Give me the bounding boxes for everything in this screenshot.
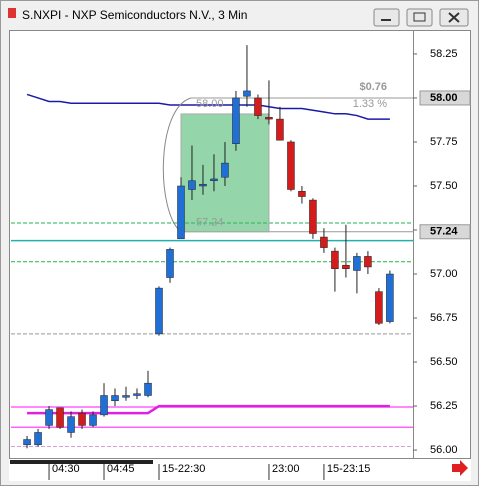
candle-body [320, 236, 328, 248]
candle-body [188, 180, 196, 190]
y-tick-label: 57.00 [430, 268, 458, 280]
window-title: S.NXPI - NXP Semiconductors N.V., 3 Min [22, 8, 247, 22]
candle-body [67, 416, 75, 433]
minimize-button[interactable] [373, 8, 400, 27]
x-tick-label: 15-22:30 [162, 463, 205, 475]
candle-body [276, 118, 284, 141]
candle-body [34, 432, 42, 446]
close-icon [448, 12, 460, 23]
x-tick-label: 15-23:15 [327, 463, 370, 475]
measure-change-pct: 1.33 % [353, 98, 387, 110]
candle-body [155, 287, 163, 335]
candle-body [177, 185, 185, 240]
y-tick-label: 57.75 [430, 136, 458, 148]
x-tick-label: 04:45 [107, 463, 135, 475]
y-tick-label: 58.25 [430, 48, 458, 60]
candle-body [375, 291, 383, 324]
price-marker-label: 57.24 [430, 226, 458, 238]
price-marker-label: 58.00 [430, 92, 458, 104]
candle-body [386, 273, 394, 322]
candle-body [78, 412, 86, 426]
candle-body [287, 141, 295, 190]
y-tick-label: 57.50 [430, 180, 458, 192]
candle-body [45, 409, 53, 426]
y-tick-label: 56.50 [430, 356, 458, 368]
maximize-icon [413, 12, 426, 22]
candle-body [89, 414, 97, 426]
candle-body [364, 256, 372, 268]
indicator-line [27, 404, 390, 415]
y-tick-label: 56.75 [430, 312, 458, 324]
window-icon [8, 8, 16, 18]
candle-body [144, 382, 152, 396]
time-axis [9, 459, 471, 481]
x-tick-label: 23:00 [272, 463, 300, 475]
price-marker [419, 90, 471, 106]
candle-body [111, 395, 119, 402]
candle-body [265, 117, 273, 120]
y-tick-label: 56.25 [430, 400, 458, 412]
indicator-line [26, 93, 390, 120]
plot-area [9, 30, 414, 459]
x-tick-label: 04:30 [52, 463, 80, 475]
maximize-button[interactable] [406, 8, 433, 27]
candle-body [100, 395, 108, 416]
candle-body [166, 249, 174, 278]
candle-body [122, 395, 130, 398]
measure-change: $0.76 [359, 81, 387, 93]
candle-body [23, 439, 31, 446]
candle-body [254, 97, 262, 116]
candle-body [353, 256, 361, 271]
scrollbar[interactable] [10, 460, 153, 464]
candle-body [298, 191, 306, 197]
scroll-right-arrow[interactable] [452, 460, 468, 476]
candle-body [199, 183, 207, 187]
measure-arc [162, 97, 192, 233]
candle-body [331, 250, 339, 269]
measure-from-label: 57.24 [196, 217, 224, 229]
candle-body [133, 393, 141, 396]
candle-body [221, 162, 229, 178]
price-marker [419, 224, 471, 240]
candle-body [309, 199, 317, 234]
candle-body [210, 178, 218, 181]
candle-body [56, 407, 64, 428]
y-tick-label: 56.00 [430, 444, 458, 456]
measure-to-label: 58.00 [196, 98, 224, 110]
candle-body [232, 97, 240, 144]
candle-body [243, 90, 251, 97]
candle-body [342, 264, 350, 269]
